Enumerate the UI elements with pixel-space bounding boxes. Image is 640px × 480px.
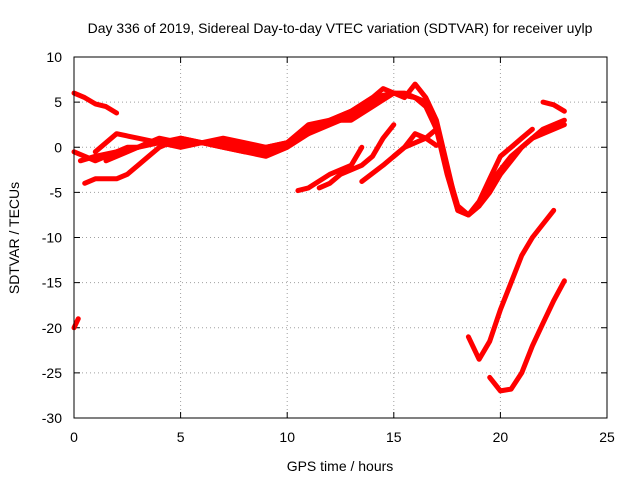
x-tick-label: 20 bbox=[493, 429, 509, 445]
x-tick-label: 5 bbox=[177, 429, 185, 445]
series-line-s5 bbox=[92, 90, 567, 218]
y-tick-label: -10 bbox=[42, 230, 62, 246]
y-tick-label: -25 bbox=[42, 365, 62, 381]
x-tick-label: 0 bbox=[70, 429, 78, 445]
data-series bbox=[71, 81, 567, 394]
series-line-s6 bbox=[103, 90, 535, 218]
y-tick-label: -5 bbox=[50, 184, 63, 200]
series-line-s14 bbox=[71, 316, 81, 331]
series-line-s10 bbox=[391, 131, 439, 159]
plot-area-frame bbox=[73, 56, 608, 419]
x-tick-label: 10 bbox=[279, 429, 295, 445]
series-line-s8 bbox=[316, 122, 397, 191]
series-line-s4 bbox=[82, 81, 567, 218]
y-tick-label: -20 bbox=[42, 320, 62, 336]
y-tick-label: -15 bbox=[42, 275, 62, 291]
y-axis-label: SDTVAR / TECUs bbox=[6, 182, 22, 294]
series-line-s1 bbox=[71, 90, 120, 116]
x-tick-label: 25 bbox=[599, 429, 615, 445]
y-tick-label: 5 bbox=[54, 94, 62, 110]
series-line-s12 bbox=[487, 278, 567, 394]
x-tick-label: 15 bbox=[386, 429, 402, 445]
axis-ticks: 0 5 10 15 20 25 10 5 0 -5 -10 -15 -20 -25 -30 bbox=[42, 49, 615, 445]
x-axis-label: GPS time / hours bbox=[287, 458, 394, 474]
series-line-s7 bbox=[295, 144, 365, 194]
y-tick-label: 10 bbox=[46, 49, 62, 65]
series-line-s13 bbox=[540, 99, 567, 114]
chart-title: Day 336 of 2019, Sidereal Day-to-day VTE… bbox=[88, 20, 593, 36]
series-line-s11 bbox=[465, 207, 557, 362]
y-tick-label: 0 bbox=[54, 139, 62, 155]
y-tick-label: -30 bbox=[42, 410, 62, 426]
